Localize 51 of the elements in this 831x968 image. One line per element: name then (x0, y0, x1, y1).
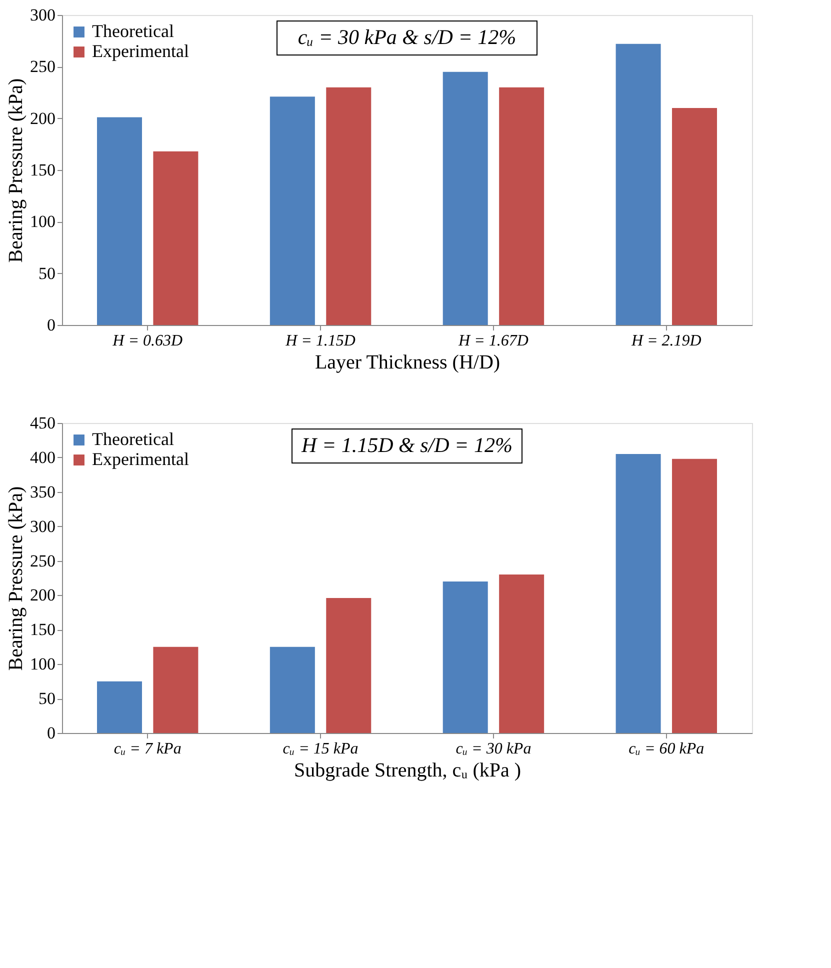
bar (97, 681, 142, 733)
y-tick-label: 200 (30, 108, 56, 128)
bar (270, 96, 315, 325)
y-tick-label: 0 (47, 724, 56, 742)
x-tick-label: cᵤ = 15 kPa (282, 740, 358, 758)
x-tick-label: H = 1.15D (284, 332, 356, 350)
y-tick-label: 300 (30, 6, 56, 24)
x-tick-label: cᵤ = 7 kPa (114, 740, 182, 758)
x-tick-label: cᵤ = 30 kPa (456, 740, 532, 758)
legend-label: Experimental (92, 41, 189, 61)
x-tick-label: H = 2.19D (630, 332, 702, 350)
y-tick-label: 350 (30, 482, 56, 502)
bar (672, 108, 717, 325)
bar (616, 454, 661, 733)
y-tick-label: 150 (30, 160, 56, 180)
bar (326, 598, 372, 733)
y-axis-title: Bearing Pressure (kPa) (5, 78, 27, 263)
bar (672, 458, 717, 733)
y-tick-label: 250 (30, 57, 56, 76)
bar (97, 117, 142, 325)
y-tick-label: 400 (30, 448, 56, 467)
x-axis-title: Subgrade Strength, cᵤ (kPa ) (294, 760, 522, 782)
bar (499, 87, 544, 325)
x-tick-label: cᵤ = 60 kPa (628, 740, 704, 758)
y-tick-label: 300 (30, 516, 56, 536)
y-tick-label: 450 (30, 414, 56, 432)
y-tick-label: 0 (47, 316, 56, 334)
legend-label: Experimental (92, 449, 189, 469)
y-tick-label: 50 (38, 689, 56, 708)
bar (442, 72, 488, 325)
annotation: H = 1.15D & s/D = 12% (300, 433, 512, 457)
y-axis-title: Bearing Pressure (kPa) (5, 486, 27, 671)
x-axis-title: Layer Thickness (H/D) (314, 352, 500, 374)
bar (153, 151, 198, 325)
y-tick-label: 100 (30, 212, 56, 232)
y-tick-label: 100 (30, 654, 56, 674)
bar (270, 646, 315, 733)
annotation: cᵤ = 30 kPa & s/D = 12% (298, 25, 516, 49)
bar (326, 87, 372, 325)
x-tick-label: H = 1.67D (458, 332, 529, 350)
bar (499, 574, 544, 733)
y-tick-label: 200 (30, 586, 56, 605)
bar (153, 646, 198, 733)
legend-label: Theoretical (92, 21, 174, 41)
x-tick-label: H = 0.63D (112, 332, 183, 350)
y-tick-label: 250 (30, 551, 56, 570)
legend-label: Theoretical (92, 429, 174, 449)
y-tick-label: 50 (38, 264, 56, 283)
bar (442, 581, 488, 733)
y-tick-label: 150 (30, 620, 56, 640)
bar (616, 44, 661, 325)
